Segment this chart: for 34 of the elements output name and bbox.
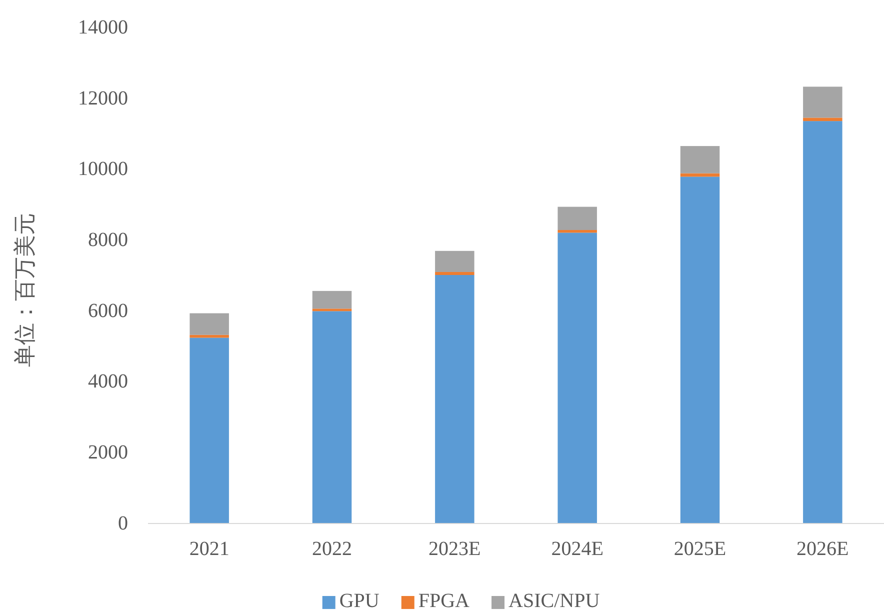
bar [558, 230, 597, 233]
y-tick-label: 8000 [88, 228, 128, 251]
bar [435, 275, 474, 523]
x-tick-label: 2022 [312, 538, 352, 560]
y-tick-label: 4000 [88, 370, 128, 393]
bar [558, 232, 597, 523]
bar [803, 86, 842, 118]
bar [803, 118, 842, 122]
bar [435, 250, 474, 272]
bar [680, 176, 720, 523]
y-tick-label: 10000 [78, 158, 128, 180]
x-tick-label: 2021 [189, 538, 230, 560]
bar [680, 146, 720, 174]
legend-label: GPU [339, 590, 380, 610]
y-tick-label: 6000 [88, 300, 128, 322]
bar [312, 311, 352, 523]
y-tick-label: 0 [118, 512, 128, 534]
bar [435, 272, 474, 275]
y-tick-label: 12000 [78, 87, 128, 110]
x-tick-label: 2026E [796, 538, 849, 560]
bar [312, 290, 352, 309]
bar [803, 121, 842, 523]
y-tick-label: 14000 [78, 16, 128, 38]
bar [190, 313, 229, 335]
x-tick-label: 2023E [428, 538, 481, 560]
legend-label: FPGA [418, 590, 470, 610]
bar [558, 206, 597, 230]
bar [190, 338, 229, 523]
y-tick-label: 2000 [88, 442, 128, 464]
y-axis-title: 单位：百万美元 [12, 213, 37, 367]
x-tick-label: 2025E [674, 538, 726, 560]
x-tick-label: 2024E [551, 538, 604, 560]
legend-label: ASIC/NPU [508, 590, 600, 610]
bar [312, 308, 352, 312]
